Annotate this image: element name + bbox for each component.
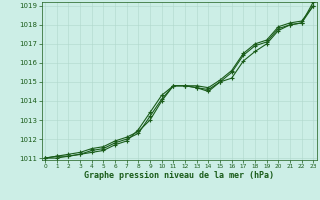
X-axis label: Graphe pression niveau de la mer (hPa): Graphe pression niveau de la mer (hPa) (84, 171, 274, 180)
